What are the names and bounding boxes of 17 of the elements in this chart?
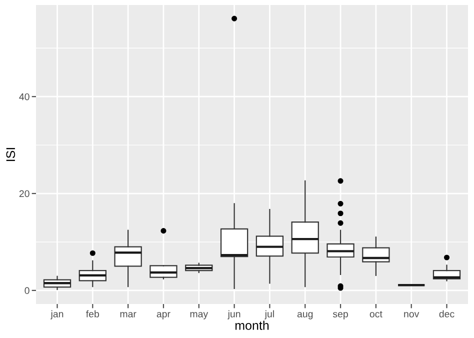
x-tick-label: jun — [228, 310, 240, 320]
x-tick-label: aug — [297, 312, 313, 320]
x-tick-label: may — [190, 312, 208, 320]
x-tick-label: oct — [370, 311, 382, 318]
x-tick-label: jan — [50, 310, 64, 320]
x-tick-label: nov — [404, 312, 420, 318]
y-tick-label: 40 — [19, 93, 30, 100]
x-tick-label: jul — [264, 310, 274, 320]
x-tick-label: sep — [332, 312, 348, 320]
x-tick-label: dec — [439, 310, 454, 318]
x-tick-label: feb — [86, 310, 100, 318]
x-tick-label: mar — [120, 312, 136, 318]
y-axis-title: ISI — [6, 148, 16, 161]
y-tick-label: 0 — [24, 287, 30, 294]
x-tick-label: apr — [156, 312, 170, 320]
y-tick-label: 20 — [19, 190, 30, 198]
x-axis-title: month — [235, 320, 269, 330]
